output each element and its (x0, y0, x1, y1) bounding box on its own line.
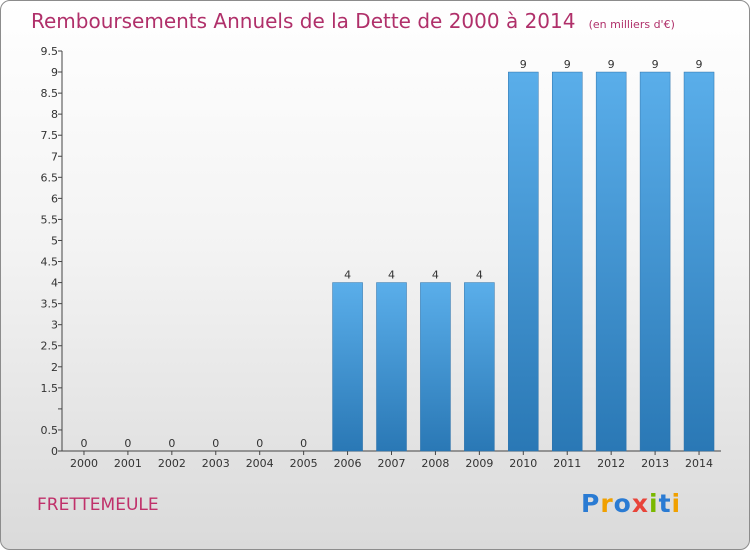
y-tick-label: 4.5 (41, 256, 59, 269)
bar (639, 71, 671, 452)
bar-value-label: 0 (300, 437, 307, 450)
bar-value-label: 9 (652, 58, 659, 71)
y-tick-label: 5 (51, 234, 58, 247)
x-tick-label: 2005 (290, 457, 318, 470)
bar-value-label: 0 (256, 437, 263, 450)
logo-letter: P (581, 489, 601, 518)
x-tick-label: 2003 (202, 457, 230, 470)
x-tick-label: 2006 (334, 457, 362, 470)
logo-letter: x (631, 489, 649, 518)
bar-value-label: 4 (476, 269, 483, 282)
bar-value-label: 4 (432, 269, 439, 282)
chart-subtitle: (en milliers d'€) (588, 18, 675, 31)
bar-value-label: 9 (696, 58, 703, 71)
y-tick-label: 0.5 (41, 424, 59, 437)
bar-value-label: 9 (608, 58, 615, 71)
bar (551, 71, 583, 452)
bar (595, 71, 627, 452)
y-tick-label: 6 (51, 192, 58, 205)
bar (508, 71, 539, 452)
x-tick-label: 2014 (685, 457, 713, 470)
y-tick-label: 6.5 (41, 171, 59, 184)
x-tick-label: 2009 (465, 457, 493, 470)
x-tick-label: 2008 (421, 457, 449, 470)
x-tick-label: 2010 (509, 457, 537, 470)
y-tick-label: 0 (51, 445, 58, 458)
bar-value-label: 0 (124, 437, 131, 450)
title-row: Remboursements Annuels de la Dette de 20… (31, 9, 675, 33)
logo-letter: o (613, 489, 632, 518)
logo-letter: t (658, 489, 672, 518)
x-tick-label: 2007 (378, 457, 406, 470)
y-tick-label: 3 (51, 319, 58, 332)
bar-value-label: 4 (388, 269, 395, 282)
commune-name: FRETTEMEULE (37, 495, 159, 515)
y-tick-label: 9 (51, 66, 58, 79)
x-tick-label: 2004 (246, 457, 274, 470)
y-tick-label: 8.5 (41, 87, 59, 100)
logo-letter: r (600, 489, 614, 518)
bar-value-label: 0 (212, 437, 219, 450)
y-tick-label: 7 (51, 150, 58, 163)
proxiti-logo: Proxiti (581, 489, 681, 518)
x-tick-label: 2011 (553, 457, 581, 470)
y-tick-label: 7.5 (41, 129, 59, 142)
y-tick-label: 5.5 (41, 213, 59, 226)
y-tick-label: 2.5 (41, 340, 59, 353)
x-tick-label: 2000 (70, 457, 98, 470)
chart-title: Remboursements Annuels de la Dette de 20… (31, 9, 576, 33)
y-tick-label: 1.5 (41, 382, 59, 395)
logo-letter: i (671, 489, 682, 518)
bar-value-label: 0 (168, 437, 175, 450)
y-tick-label: 9.5 (41, 45, 59, 58)
y-tick-label: 4 (51, 277, 58, 290)
bar-value-label: 4 (344, 269, 351, 282)
y-tick-label: 3.5 (41, 298, 59, 311)
x-tick-label: 2001 (114, 457, 142, 470)
bar-value-label: 0 (80, 437, 87, 450)
bar-value-label: 9 (564, 58, 571, 71)
x-tick-label: 2013 (641, 457, 669, 470)
logo-letter: i (649, 489, 659, 518)
x-tick-label: 2002 (158, 457, 186, 470)
bar (376, 282, 407, 452)
x-tick-label: 2012 (597, 457, 625, 470)
bar (464, 282, 495, 452)
bar-value-label: 9 (520, 58, 527, 71)
bar (332, 282, 363, 452)
bar (683, 71, 715, 452)
y-tick-label: 2 (51, 361, 58, 374)
bar (420, 282, 451, 452)
y-tick-label: 8 (51, 108, 58, 121)
